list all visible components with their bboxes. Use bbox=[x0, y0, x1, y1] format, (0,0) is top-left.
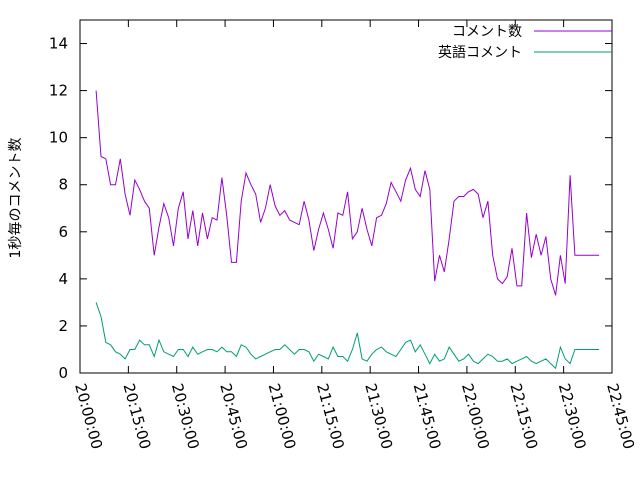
y-tick-label: 0 bbox=[58, 364, 68, 382]
y-tick-label: 14 bbox=[49, 35, 68, 53]
x-tick-label: 21:30:00 bbox=[361, 381, 396, 451]
series-line-0 bbox=[95, 90, 600, 296]
x-tick-label: 20:00:00 bbox=[71, 381, 106, 451]
legend: コメント数 英語コメント bbox=[438, 24, 612, 61]
x-tick-label: 20:45:00 bbox=[216, 381, 251, 451]
x-tick-label: 20:30:00 bbox=[168, 381, 203, 451]
y-tick-label: 6 bbox=[58, 223, 68, 241]
y-tick-label: 10 bbox=[49, 129, 68, 147]
x-tick-label: 21:45:00 bbox=[410, 381, 445, 451]
x-tick-label: 22:45:00 bbox=[603, 381, 638, 451]
x-tick-label: 21:00:00 bbox=[265, 381, 300, 451]
plot-border bbox=[79, 19, 613, 374]
x-tick-label: 20:15:00 bbox=[119, 381, 154, 451]
y-tick-label: 2 bbox=[58, 317, 68, 335]
x-tick-label: 22:15:00 bbox=[506, 381, 541, 451]
y-axis-label: 1秒毎のコメント数 bbox=[8, 138, 24, 259]
x-tick-label: 21:15:00 bbox=[313, 381, 348, 451]
axes: 0 2 4 6 8 10 12 14 20:00:00 20:15:00 20:30:00 20:45… bbox=[49, 19, 638, 451]
y-tick-label: 4 bbox=[58, 270, 68, 288]
y-tick-label: 12 bbox=[49, 82, 68, 100]
legend-label-1: 英語コメント bbox=[438, 44, 522, 61]
series-line-1 bbox=[95, 302, 600, 370]
y-tick-label: 8 bbox=[58, 176, 68, 194]
series-lines bbox=[95, 90, 600, 370]
x-tick-label: 22:00:00 bbox=[458, 381, 493, 451]
legend-label-0: コメント数 bbox=[452, 24, 522, 40]
x-tick-label: 22:30:00 bbox=[555, 381, 590, 451]
